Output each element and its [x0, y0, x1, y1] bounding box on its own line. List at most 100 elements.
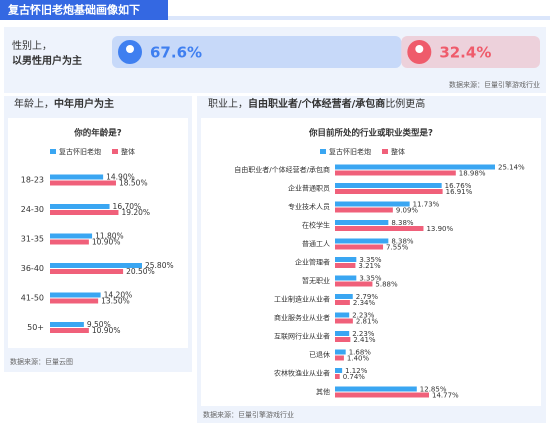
- value-label: 13.50%: [101, 296, 130, 305]
- value-label: 2.23%: [352, 330, 375, 338]
- category-label: 其他: [316, 387, 330, 396]
- value-label: 3.21%: [358, 262, 381, 270]
- bar: [335, 392, 430, 398]
- value-label: 2.41%: [353, 336, 376, 344]
- bar: [335, 201, 410, 207]
- value-label: 19.20%: [121, 208, 150, 217]
- value-label: 13.90%: [426, 225, 453, 233]
- category-label: 商业服务业从业者: [274, 313, 330, 322]
- category-label: 企业普通职员: [288, 184, 330, 193]
- value-label: 25.14%: [498, 163, 525, 171]
- bar: [50, 298, 99, 304]
- bar: [335, 164, 495, 170]
- gender-bar: [401, 36, 540, 68]
- bar: [50, 239, 89, 245]
- value-label: 12.85%: [420, 385, 447, 393]
- category-label: 普通工人: [302, 239, 330, 248]
- value-label: 1.12%: [345, 367, 368, 375]
- gender-label: 以男性用户为主: [12, 54, 82, 67]
- value-label: 3.35%: [359, 256, 382, 264]
- category-label: 在校学生: [302, 221, 330, 230]
- bar: [50, 328, 89, 333]
- category-label: 企业管理者: [295, 258, 330, 267]
- bar: [335, 374, 340, 379]
- source: 数据来源：巨量云图: [10, 357, 73, 366]
- value-label: 2.81%: [356, 317, 379, 325]
- category-label: 已退休: [309, 350, 330, 359]
- value-label: 5.88%: [375, 280, 398, 288]
- value-label: 8.38%: [391, 237, 414, 245]
- bar: [335, 207, 393, 213]
- value-label: 16.91%: [446, 188, 473, 196]
- legend-swatch: [50, 149, 56, 154]
- header-tab: [0, 0, 168, 20]
- gender-label: 性别上，: [12, 39, 52, 52]
- value-label: 16.70%: [113, 202, 142, 211]
- value-label: 1.68%: [349, 348, 372, 356]
- age-card: [8, 118, 188, 348]
- gender-panel: [4, 27, 546, 93]
- header-line: [0, 16, 550, 20]
- bar: [335, 312, 350, 318]
- bar: [335, 331, 350, 336]
- value-label: 11.73%: [413, 200, 440, 208]
- legend-label: 整体: [121, 147, 135, 156]
- bar: [335, 263, 356, 268]
- category-label: 工业制造业从业者: [274, 295, 330, 304]
- bar: [335, 170, 456, 176]
- gender-value: 67.6%: [150, 44, 202, 62]
- bar: [50, 204, 110, 209]
- value-label: 10.90%: [92, 237, 121, 246]
- bar: [50, 292, 101, 298]
- value-label: 3.35%: [359, 274, 382, 282]
- heading-part: 中年用户为主: [54, 97, 114, 110]
- heading-part: 比例更高: [385, 97, 425, 110]
- category-label: 互联网行业从业者: [274, 332, 330, 341]
- bar: [50, 263, 142, 268]
- bar: [335, 355, 344, 361]
- category-label: 专业技术人员: [288, 202, 330, 211]
- legend-label: 整体: [391, 147, 405, 156]
- bar: [335, 349, 346, 355]
- value-label: 10.90%: [92, 326, 121, 335]
- bar: [335, 281, 373, 287]
- gender-value: 32.4%: [439, 44, 491, 62]
- value-label: 0.74%: [343, 373, 366, 381]
- category-label: 农林牧渔业从业者: [274, 369, 330, 378]
- bar: [50, 269, 124, 274]
- panel-heading: 职业上，自由职业者/个体经营者/承包商比例更高: [208, 97, 425, 110]
- bar: [335, 318, 353, 324]
- chart-title: 你目前所处的行业或职业类型是?: [308, 128, 433, 139]
- value-label: 9.09%: [396, 206, 419, 214]
- value-label: 1.40%: [347, 354, 370, 362]
- value-label: 16.76%: [445, 182, 472, 190]
- gender-source: 数据来源：巨量引擎游戏行业: [449, 80, 540, 89]
- value-label: 2.23%: [352, 311, 375, 319]
- bar: [335, 244, 384, 250]
- value-label: 8.38%: [391, 219, 414, 227]
- value-label: 14.77%: [432, 391, 459, 399]
- heading-part: 年龄上，: [14, 97, 54, 110]
- bar: [335, 183, 442, 188]
- value-label: 2.79%: [356, 293, 379, 301]
- legend-swatch: [320, 149, 326, 154]
- bar: [335, 220, 389, 225]
- legend-swatch: [112, 149, 118, 154]
- page-title: 复古怀旧老炮基础画像如下: [7, 3, 140, 17]
- category-label: 24-30: [21, 205, 44, 214]
- value-label: 14.90%: [106, 172, 135, 181]
- legend-label: 复古怀旧老炮: [329, 147, 371, 156]
- value-label: 2.34%: [353, 299, 376, 307]
- legend-label: 复古怀旧老炮: [59, 147, 101, 156]
- value-label: 9.50%: [87, 320, 111, 329]
- category-label: 自由职业者/个体经营者/承包商: [234, 165, 330, 174]
- heading-part: 自由职业者/个体经营者/承包商: [248, 97, 385, 110]
- bar: [335, 300, 350, 305]
- value-label: 18.50%: [119, 178, 148, 187]
- category-label: 41-50: [21, 294, 44, 303]
- bar: [50, 322, 84, 327]
- legend-swatch: [382, 149, 388, 154]
- category-label: 暂无职业: [302, 276, 330, 285]
- category-label: 31-35: [21, 235, 44, 244]
